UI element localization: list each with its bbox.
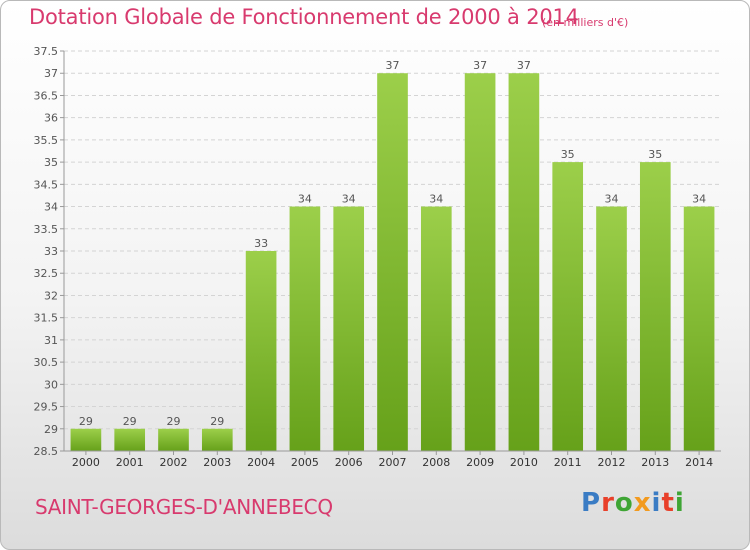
logo-letter: r	[601, 488, 615, 518]
y-tick-label: 35.5	[34, 134, 59, 147]
y-tick-label: 32	[44, 289, 58, 302]
x-tick-label: 2011	[554, 456, 582, 469]
y-tick-label: 34.5	[34, 178, 59, 191]
x-tick-label: 2012	[598, 456, 626, 469]
bar	[201, 428, 233, 451]
y-tick-label: 30	[44, 378, 58, 391]
y-tick-label: 33.5	[34, 223, 59, 236]
y-tick-label: 31	[44, 334, 58, 347]
bar	[596, 206, 627, 451]
bar	[464, 73, 496, 451]
y-tick-label: 33	[44, 245, 58, 258]
y-tick-label: 34	[44, 201, 58, 214]
bar-value-label: 35	[561, 148, 575, 161]
bar	[639, 162, 671, 451]
bar-value-label: 33	[254, 237, 268, 250]
bar-layer: 29 29 29 29 33 34 34 37 34 37 37 35 34 35 34	[70, 59, 715, 451]
bar	[508, 73, 540, 451]
x-tick-label: 2000	[72, 456, 100, 469]
bar-value-label: 29	[123, 415, 137, 428]
x-tick-label: 2004	[247, 456, 275, 469]
x-tick-label: 2007	[379, 456, 407, 469]
bar-value-label: 34	[605, 193, 619, 206]
bar-value-label: 34	[342, 193, 356, 206]
bar-value-label: 37	[386, 59, 400, 72]
bar	[683, 206, 715, 451]
y-tick-label: 29	[44, 423, 58, 436]
y-tick-label: 36	[44, 112, 58, 125]
y-tick-label: 36.5	[34, 89, 59, 102]
commune-name: SAINT-GEORGES-D'ANNEBECQ	[35, 495, 333, 519]
axis-layer: 28.5 29 29.5 30 30.5 31 31.5 32 32.5 33 33.5 34 34.5…	[34, 45, 721, 469]
bar-value-label: 35	[648, 148, 662, 161]
bar	[420, 206, 452, 451]
bar-value-label: 29	[210, 415, 224, 428]
bar-value-label: 29	[79, 415, 93, 428]
y-tick-label: 30.5	[34, 356, 59, 369]
y-tick-label: 32.5	[34, 267, 59, 280]
x-tick-label: 2008	[422, 456, 450, 469]
bar-value-label: 37	[473, 59, 487, 72]
bar-value-label: 34	[298, 193, 312, 206]
bar	[70, 428, 102, 451]
bar	[158, 428, 189, 451]
bar	[333, 206, 365, 451]
proxiti-logo: Proxiti	[581, 488, 685, 518]
x-tick-label: 2006	[335, 456, 363, 469]
bar-value-label: 37	[517, 59, 531, 72]
x-tick-label: 2001	[116, 456, 144, 469]
bar-value-label: 34	[429, 193, 443, 206]
x-tick-label: 2003	[203, 456, 231, 469]
bar	[377, 73, 408, 451]
logo-letter: o	[614, 488, 634, 518]
bar	[245, 251, 277, 451]
x-tick-label: 2013	[641, 456, 669, 469]
bar	[552, 162, 584, 451]
y-tick-label: 35	[44, 156, 58, 169]
x-tick-label: 2002	[160, 456, 188, 469]
chart-title: Dotation Globale de Fonctionnement de 20…	[29, 5, 579, 29]
y-tick-label: 28.5	[34, 445, 59, 458]
x-tick-label: 2014	[685, 456, 713, 469]
y-tick-label: 31.5	[34, 312, 59, 325]
x-tick-label: 2009	[466, 456, 494, 469]
logo-letter: P	[581, 488, 602, 518]
y-tick-label: 37.5	[34, 45, 59, 58]
bar	[114, 428, 146, 451]
logo-letter: x	[633, 488, 652, 518]
x-tick-label: 2005	[291, 456, 319, 469]
logo-letter: i	[674, 488, 685, 518]
x-tick-label: 2010	[510, 456, 538, 469]
logo-letter: t	[661, 488, 675, 518]
bar	[289, 206, 321, 451]
bar-value-label: 29	[167, 415, 181, 428]
chart-subtitle: (en milliers d'€)	[542, 16, 629, 29]
bar-value-label: 34	[692, 193, 706, 206]
y-tick-label: 29.5	[34, 401, 59, 414]
y-tick-label: 37	[44, 67, 58, 80]
logo-letter: i	[651, 488, 662, 518]
